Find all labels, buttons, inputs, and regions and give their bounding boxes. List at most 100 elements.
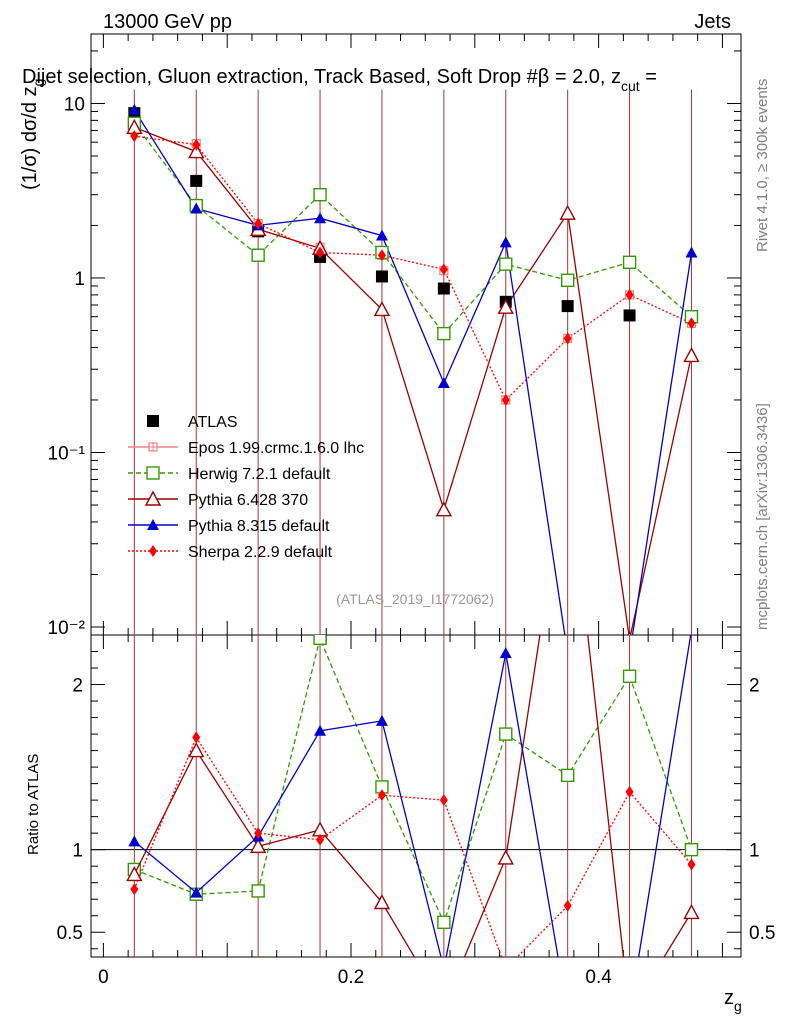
data-point [685,246,698,258]
ratio-point [192,731,201,744]
legend-marker [146,466,160,480]
data-point [192,138,201,151]
x-tick-label: 0.2 [338,967,364,988]
ratio-point [563,899,572,912]
ratio-point [560,768,575,783]
ratio-point [254,827,263,840]
legend-item: Pythia 6.428 370 [128,490,308,509]
y-tick-label: 10 [64,94,85,115]
legend-item: Herwig 7.2.1 default [128,466,331,483]
data-point [190,202,203,214]
ratio-point [562,1007,574,1018]
ratio-point [190,886,203,898]
data-point [130,130,139,143]
ratio-point [375,714,388,726]
ratio-y-axis-title: Ratio to ATLAS [25,754,42,855]
y-tick-label: 2 [72,676,83,697]
y-tick-label: 0.5 [749,923,775,944]
data-point [254,217,263,230]
data-point [559,204,576,220]
ratio-point [685,635,698,636]
ratio-point [439,794,448,807]
ratio-point [377,789,386,802]
ratio-point [497,849,514,865]
legend-marker [149,545,157,557]
ratio-point [249,837,267,854]
data-point [375,270,388,283]
legend-marker [147,519,159,530]
ratio-point [623,1006,637,1019]
data-point [377,249,386,262]
y-tick-label: 1 [749,841,760,862]
data-point [437,377,450,389]
series-line [134,135,692,402]
x-axis-title: zg [724,987,742,1014]
data-point [314,212,327,224]
legend-marker [147,415,159,427]
data-point [561,300,574,313]
energy-label: 13000 GeV pp [103,11,232,33]
svg-text:Dijet selection, Gluon extract: Dijet selection, Gluon extraction, Track… [22,66,657,94]
data-point [437,326,451,341]
legend-label: Herwig 7.2.1 default [188,466,331,483]
y-tick-label: 10⁻¹ [48,443,86,464]
rivet-version-label: Rivet 4.1.0, ≥ 300k events [754,79,771,252]
ratio-point [373,894,391,910]
category-label: Jets [694,11,731,33]
ratio-point [622,669,637,683]
ratio-point [687,858,696,871]
ratio-point [251,884,265,898]
ratio-point [316,833,325,846]
ratio-point [438,963,450,974]
data-point [622,255,637,269]
legend-label: Pythia 6.428 370 [188,492,308,509]
ratio-point [130,883,139,896]
legend-label: Pythia 8.315 default [188,518,330,535]
plot-title: Dijet selection, Gluon extraction, Track… [22,66,657,94]
data-point [625,288,634,301]
legend-item: Pythia 8.315 default [128,518,330,535]
data-point [316,246,325,259]
data-point [560,273,575,287]
data-point [437,282,450,295]
mcplots-label: mcplots.cern.ch [arXiv:1306.3436] [754,403,771,630]
legend-marker [148,442,158,452]
x-tick-label: 0 [98,967,109,988]
data-point [499,236,512,248]
data-point [375,229,388,241]
data-point [439,263,448,276]
data-point [313,188,327,202]
ratio-point [437,1000,451,1013]
x-tick-label: 0.4 [585,967,612,988]
svg-text:(1/σ) dσ/d zg: (1/σ) dσ/d zg [19,79,46,190]
ratio-point [188,742,205,758]
ratio-point [683,903,700,920]
main-plot-axes: 10⁻²10⁻¹11010² [48,34,741,639]
ratio-line [133,635,693,957]
legend-item: Epos 1.99.crmc.1.6.0 lhc [128,440,364,457]
ratio-line [133,635,692,957]
legend-label: ATLAS [188,414,238,431]
y-tick-label: 1 [72,841,83,862]
data-point [687,317,696,330]
data-point [683,346,700,363]
ratio-point [128,835,141,847]
ratio-point [624,1007,636,1018]
legend-label: Sherpa 2.2.9 default [188,544,333,561]
data-point [627,630,632,635]
series-line [133,109,693,635]
legend-label: Epos 1.99.crmc.1.6.0 lhc [188,440,364,457]
data-point [563,332,572,345]
ratio-line [133,735,692,957]
data-point [373,300,391,317]
y-axis-title: (1/σ) dσ/d zg [19,79,46,190]
main-plot-series [126,89,700,635]
ratio-line [134,636,693,925]
ratio-point [437,915,451,930]
legend-marker [144,490,162,506]
ratio-point [499,727,513,741]
data-point [188,143,205,159]
data-point [128,103,141,115]
watermark: (ATLAS_2019_I1772062) [336,591,494,607]
